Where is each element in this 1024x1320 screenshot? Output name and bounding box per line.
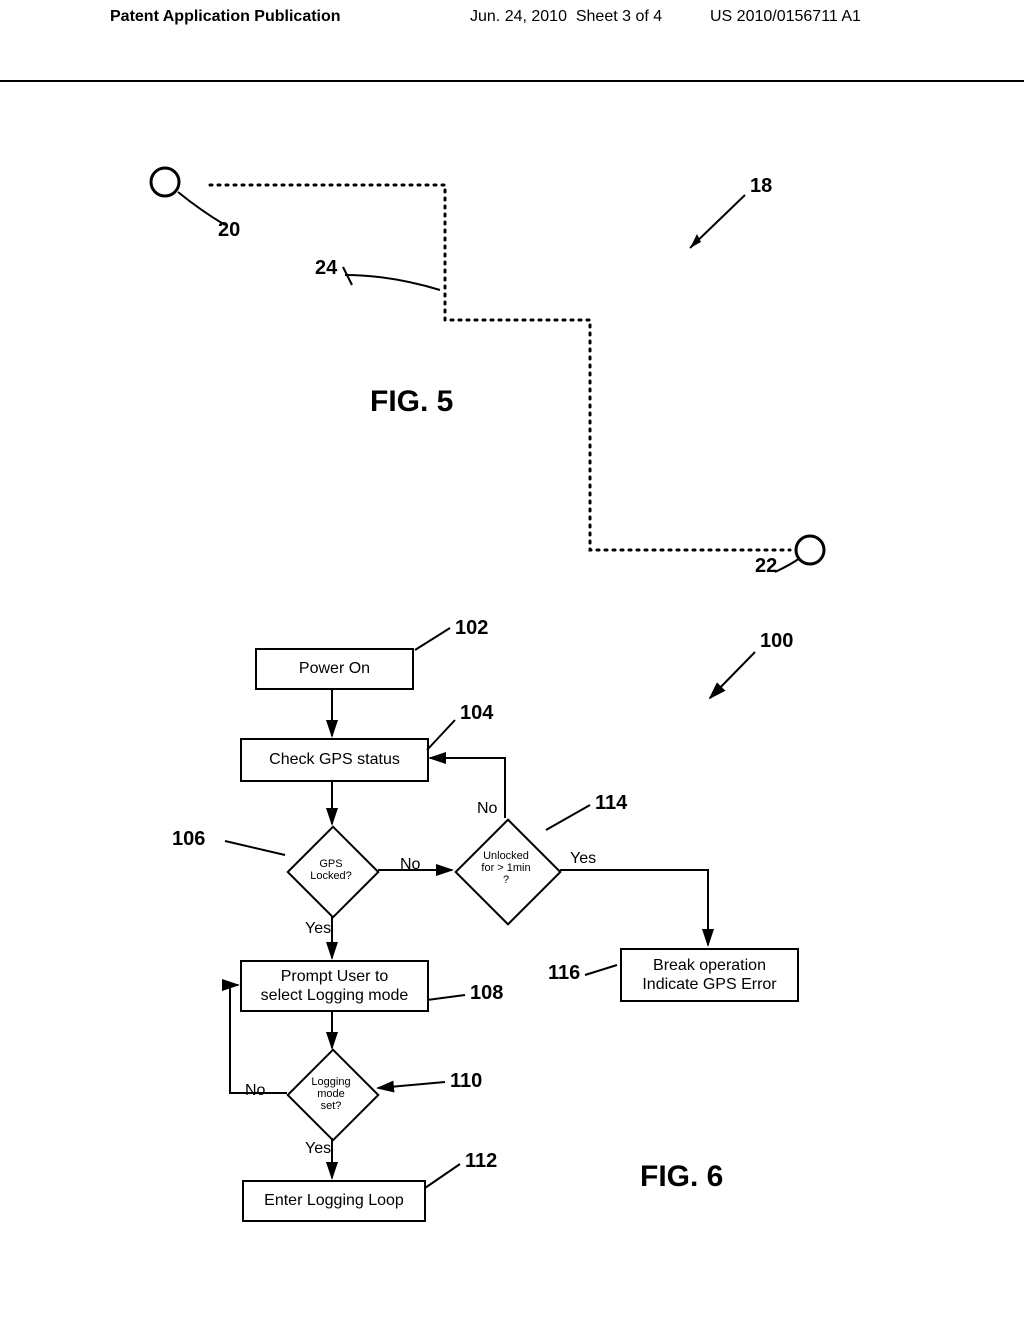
fig6-title: FIG. 6	[640, 1160, 723, 1194]
header-right: US 2010/0156711 A1	[710, 8, 861, 26]
page: Patent Application Publication Jun. 24, …	[0, 0, 1024, 1320]
ref-110: 110	[450, 1070, 482, 1093]
edge-no-3: No	[245, 1082, 265, 1100]
ref-114: 114	[595, 792, 627, 815]
ref-22: 22	[755, 555, 777, 578]
ref-108: 108	[470, 982, 503, 1005]
ref-106: 106	[172, 828, 205, 851]
edge-no-1: No	[400, 856, 420, 874]
edge-no-2: No	[477, 800, 497, 818]
header-center: Jun. 24, 2010 Sheet 3 of 4	[470, 8, 662, 26]
fig6-arrows	[0, 620, 1024, 1320]
ref-100: 100	[760, 630, 793, 653]
fig5-svg	[0, 150, 1024, 600]
ref-104: 104	[460, 702, 493, 725]
fig5-title: FIG. 5	[370, 385, 453, 419]
ref-102: 102	[455, 617, 488, 640]
edge-yes-2: Yes	[570, 850, 596, 868]
edge-yes-3: Yes	[305, 1140, 331, 1158]
ref-116: 116	[548, 962, 580, 985]
edge-yes-1: Yes	[305, 920, 331, 938]
header-rule	[0, 80, 1024, 86]
header-left: Patent Application Publication	[110, 8, 341, 26]
ref-24: 24	[315, 257, 337, 280]
ref-112: 112	[465, 1150, 497, 1173]
ref-20: 20	[218, 219, 240, 242]
ref-18: 18	[750, 175, 772, 198]
